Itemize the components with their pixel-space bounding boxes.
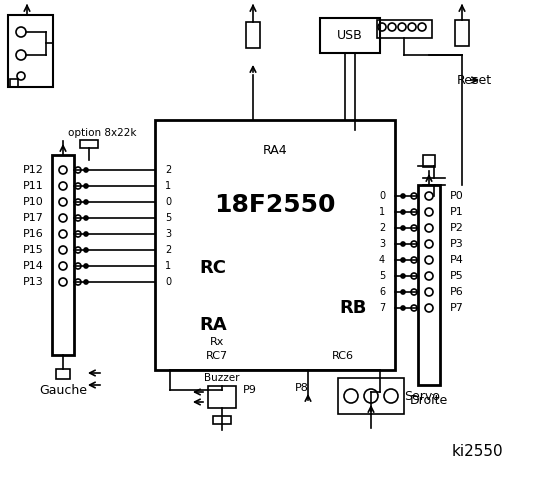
Text: 1: 1 (165, 261, 171, 271)
Text: Rx: Rx (210, 337, 224, 347)
Text: P16: P16 (23, 229, 44, 239)
Circle shape (401, 290, 405, 294)
Text: 2: 2 (165, 245, 171, 255)
Text: P3: P3 (450, 239, 464, 249)
Circle shape (401, 194, 405, 198)
Circle shape (84, 200, 88, 204)
Bar (423, 155, 435, 167)
Text: P17: P17 (23, 213, 44, 223)
Bar (10, 79, 18, 87)
Circle shape (401, 210, 405, 214)
Circle shape (401, 258, 405, 262)
Text: P0: P0 (450, 191, 464, 201)
Bar (208, 386, 236, 408)
Text: 1: 1 (379, 207, 385, 217)
Text: Droite: Droite (410, 394, 448, 407)
Text: RA4: RA4 (263, 144, 288, 156)
Text: Buzzer: Buzzer (204, 373, 240, 383)
Bar (455, 20, 469, 46)
Text: RC7: RC7 (206, 351, 228, 361)
Bar (80, 140, 98, 148)
Text: 18F2550: 18F2550 (214, 193, 336, 217)
Circle shape (84, 232, 88, 236)
Bar (338, 378, 404, 414)
Text: RA: RA (199, 316, 227, 334)
Bar (418, 185, 440, 385)
Circle shape (401, 226, 405, 230)
Text: Reset: Reset (456, 73, 492, 86)
Text: 1: 1 (165, 181, 171, 191)
Text: RC: RC (200, 259, 227, 277)
Bar (52, 155, 74, 355)
Text: 0: 0 (379, 191, 385, 201)
Text: P4: P4 (450, 255, 464, 265)
Text: P10: P10 (23, 197, 44, 207)
Text: P2: P2 (450, 223, 464, 233)
Bar (246, 22, 260, 48)
Text: P12: P12 (23, 165, 44, 175)
Text: RB: RB (340, 299, 367, 317)
Text: 2: 2 (165, 165, 171, 175)
Bar (8, 15, 53, 87)
Text: P7: P7 (450, 303, 464, 313)
Circle shape (84, 280, 88, 284)
Bar (377, 20, 432, 38)
Text: P9: P9 (243, 385, 257, 395)
Circle shape (401, 306, 405, 310)
Circle shape (84, 216, 88, 220)
Text: 7: 7 (379, 303, 385, 313)
Text: 0: 0 (165, 277, 171, 287)
Circle shape (401, 274, 405, 278)
Text: P8: P8 (295, 383, 309, 393)
Text: Gauche: Gauche (39, 384, 87, 397)
Bar (320, 18, 380, 53)
Text: USB: USB (337, 29, 363, 42)
Circle shape (401, 242, 405, 246)
Circle shape (84, 168, 88, 172)
Text: 2: 2 (379, 223, 385, 233)
Text: RC6: RC6 (332, 351, 354, 361)
Text: 3: 3 (379, 239, 385, 249)
Bar (56, 369, 70, 379)
Text: 5: 5 (379, 271, 385, 281)
Text: P15: P15 (23, 245, 44, 255)
Text: ki2550: ki2550 (452, 444, 504, 459)
Text: 6: 6 (379, 287, 385, 297)
Bar (213, 416, 231, 424)
Text: P1: P1 (450, 207, 464, 217)
Bar (155, 120, 395, 370)
Text: Servo: Servo (404, 389, 440, 403)
Text: 0: 0 (165, 197, 171, 207)
Text: 5: 5 (165, 213, 171, 223)
Text: P13: P13 (23, 277, 44, 287)
Circle shape (84, 248, 88, 252)
Text: P14: P14 (23, 261, 44, 271)
Text: P6: P6 (450, 287, 464, 297)
Text: 3: 3 (165, 229, 171, 239)
Text: P11: P11 (23, 181, 44, 191)
Text: 4: 4 (379, 255, 385, 265)
Text: option 8x22k: option 8x22k (68, 128, 137, 138)
Circle shape (84, 184, 88, 188)
Circle shape (84, 264, 88, 268)
Text: P5: P5 (450, 271, 464, 281)
